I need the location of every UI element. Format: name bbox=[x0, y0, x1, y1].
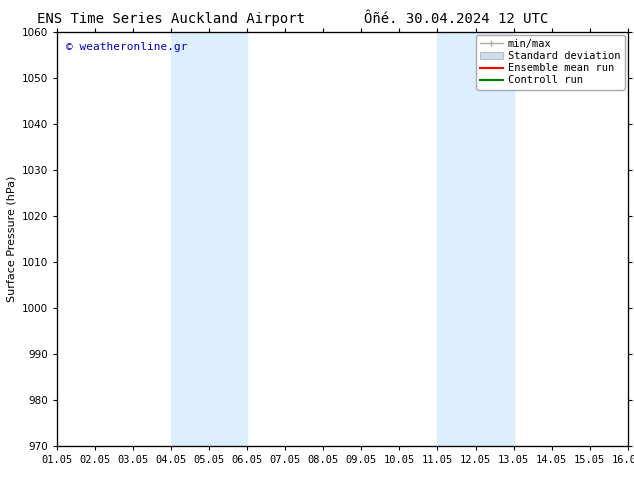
Text: ENS Time Series Auckland Airport: ENS Time Series Auckland Airport bbox=[37, 12, 305, 26]
Y-axis label: Surface Pressure (hPa): Surface Pressure (hPa) bbox=[6, 176, 16, 302]
Bar bbox=[171, 32, 247, 446]
Text: © weatheronline.gr: © weatheronline.gr bbox=[66, 42, 187, 52]
Bar bbox=[437, 32, 514, 446]
Legend: min/max, Standard deviation, Ensemble mean run, Controll run: min/max, Standard deviation, Ensemble me… bbox=[476, 35, 624, 90]
Text: Ôñé. 30.04.2024 12 UTC: Ôñé. 30.04.2024 12 UTC bbox=[365, 12, 548, 26]
